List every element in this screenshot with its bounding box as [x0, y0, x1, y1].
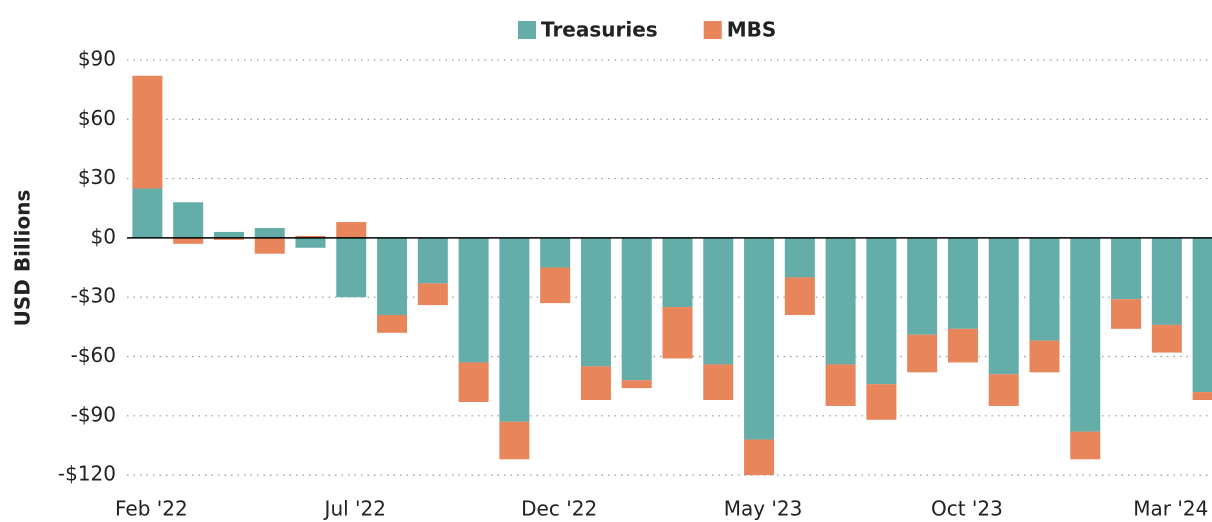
bar-segment	[580, 366, 611, 400]
y-tick-label: -$120	[58, 462, 116, 486]
bar-segment	[988, 374, 1019, 406]
bar-segment	[173, 237, 204, 244]
bar-segment	[540, 267, 571, 304]
bar-segment	[662, 237, 693, 308]
bar-segment	[458, 362, 489, 402]
bar-segment	[947, 328, 978, 363]
bar-segment	[784, 237, 815, 278]
bar-segment	[1111, 237, 1142, 300]
bar-segment	[417, 237, 448, 284]
bar-segment	[784, 277, 815, 315]
bar-segment	[295, 235, 326, 238]
y-tick-label: -$30	[71, 284, 116, 308]
bar-segment	[377, 237, 408, 315]
bar-segment	[825, 237, 856, 365]
bar-segment	[499, 421, 530, 460]
bar-segment	[295, 237, 326, 248]
x-tick-label: May '23	[724, 497, 803, 521]
bar-segment	[1070, 237, 1101, 432]
bar-segment	[1151, 237, 1182, 325]
y-tick-label: $60	[78, 106, 116, 130]
bar-segment	[866, 384, 897, 420]
bar-segment	[132, 188, 163, 238]
bar-segment	[988, 237, 1019, 375]
bar-segment	[907, 237, 938, 335]
bar-segment	[499, 237, 530, 422]
bar-segment	[213, 231, 244, 238]
legend-swatch	[518, 21, 536, 39]
bar-segment	[336, 222, 367, 238]
bar-segment	[173, 202, 204, 238]
y-axis-title: USD Billions	[11, 190, 35, 327]
bar-segment	[825, 364, 856, 406]
y-tick-label: -$60	[71, 343, 116, 367]
bar-segment	[1070, 431, 1101, 460]
x-tick-label: Feb '22	[115, 497, 188, 521]
bar-segment	[458, 237, 489, 363]
bar-segment	[213, 237, 244, 240]
bar-segment	[703, 237, 734, 365]
bar-segment	[703, 364, 734, 400]
bar-segment	[1029, 340, 1060, 373]
y-tick-label: $0	[91, 224, 116, 248]
bar-segment	[254, 237, 285, 254]
bar-segment	[377, 314, 408, 333]
bar-segment	[1192, 237, 1212, 393]
x-tick-label: Oct '23	[931, 497, 1003, 521]
bar-segment	[662, 307, 693, 359]
bar-segment	[744, 439, 775, 476]
bar-segment	[744, 237, 775, 440]
bar-segment	[1029, 237, 1060, 341]
bar-segment	[580, 237, 611, 367]
legend-swatch	[703, 21, 722, 39]
bar-segment	[132, 75, 163, 189]
bar-segment	[621, 237, 652, 381]
bar-segment	[947, 237, 978, 329]
x-tick-label: Dec '22	[521, 497, 597, 521]
bar-segment	[1111, 299, 1142, 329]
y-tick-label: $90	[78, 46, 116, 70]
bar-segment	[254, 227, 285, 238]
legend-label: MBS	[727, 18, 777, 42]
y-tick-label: $30	[78, 165, 116, 189]
bar-segment	[1151, 324, 1182, 353]
bar-segment	[866, 237, 897, 385]
legend-label: Treasuries	[541, 18, 658, 42]
x-tick-label: Mar '24	[1133, 497, 1208, 521]
y-tick-label: -$90	[71, 402, 116, 426]
bar-segment	[907, 334, 938, 373]
bar-segment	[417, 283, 448, 306]
x-tick-label: Jul '22	[323, 497, 386, 521]
bar-segment	[336, 237, 367, 298]
bar-segment	[540, 237, 571, 268]
bar-segment	[621, 380, 652, 389]
bar-segment	[1192, 392, 1212, 400]
